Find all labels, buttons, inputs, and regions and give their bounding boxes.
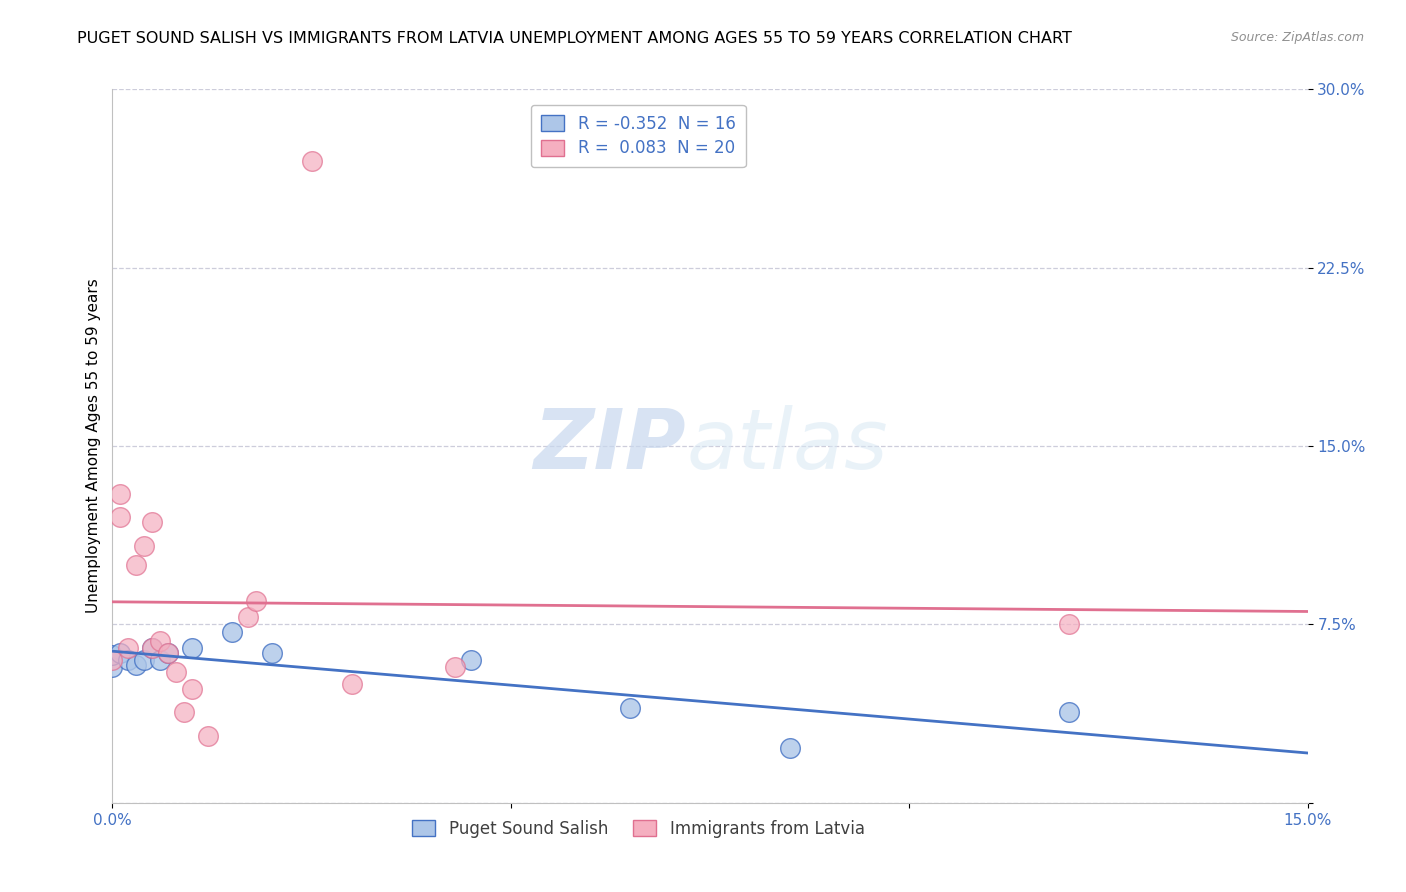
Point: [173, 706, 195, 720]
Point: [460, 653, 482, 667]
Point: [157, 646, 180, 660]
Point: [236, 610, 259, 624]
Point: [125, 558, 148, 572]
Point: [101, 660, 124, 674]
Point: [301, 153, 323, 168]
Point: [245, 593, 267, 607]
Point: [101, 648, 124, 663]
Text: ZIP: ZIP: [533, 406, 686, 486]
Point: [117, 653, 139, 667]
Point: [340, 677, 363, 691]
Point: [197, 729, 219, 743]
Point: [125, 657, 148, 672]
Point: [149, 653, 172, 667]
Point: [110, 510, 132, 524]
Point: [101, 653, 124, 667]
Point: [117, 641, 139, 656]
Point: [1057, 617, 1080, 632]
Point: [149, 634, 172, 648]
Point: [779, 741, 801, 756]
Point: [110, 646, 132, 660]
Point: [157, 646, 180, 660]
Y-axis label: Unemployment Among Ages 55 to 59 years: Unemployment Among Ages 55 to 59 years: [86, 278, 101, 614]
Point: [181, 641, 204, 656]
Text: PUGET SOUND SALISH VS IMMIGRANTS FROM LATVIA UNEMPLOYMENT AMONG AGES 55 TO 59 YE: PUGET SOUND SALISH VS IMMIGRANTS FROM LA…: [77, 31, 1073, 46]
Point: [110, 486, 132, 500]
Text: atlas: atlas: [686, 406, 887, 486]
Point: [141, 641, 163, 656]
Point: [134, 539, 156, 553]
Point: [141, 641, 163, 656]
Point: [165, 665, 187, 679]
Point: [1057, 706, 1080, 720]
Text: Source: ZipAtlas.com: Source: ZipAtlas.com: [1230, 31, 1364, 45]
Point: [260, 646, 283, 660]
Point: [444, 660, 467, 674]
Point: [141, 515, 163, 529]
Point: [221, 624, 243, 639]
Point: [619, 700, 641, 714]
Point: [181, 681, 204, 696]
Legend: Puget Sound Salish, Immigrants from Latvia: Puget Sound Salish, Immigrants from Latv…: [405, 814, 872, 845]
Point: [134, 653, 156, 667]
